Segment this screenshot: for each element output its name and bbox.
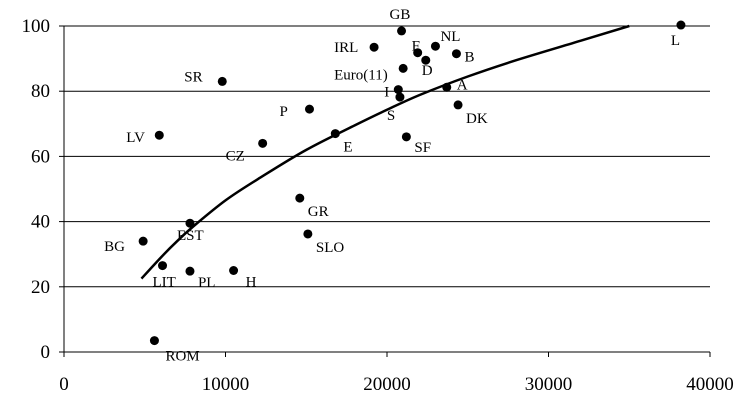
data-point-BG [138, 236, 148, 246]
x-tick-label: 20000 [363, 374, 411, 395]
point-label: SLO [316, 240, 345, 256]
point-label: LIT [153, 275, 176, 291]
data-point-SR [217, 76, 227, 86]
data-point-SF [401, 132, 411, 142]
data-points [138, 20, 686, 346]
point-label: S [387, 108, 395, 124]
y-tick-label: 80 [31, 81, 50, 102]
point-label: SR [184, 69, 202, 85]
point-label: SF [414, 140, 431, 156]
point-label: D [422, 63, 433, 79]
point-label: GB [390, 7, 411, 23]
x-tick-label: 0 [59, 374, 69, 395]
data-point-E [330, 129, 340, 139]
point-label: GR [308, 204, 329, 220]
x-tick-label: 40000 [686, 374, 734, 395]
x-tick-label: 10000 [202, 374, 250, 395]
point-label: PL [198, 275, 216, 291]
y-tick-labels: 0 20 40 60 80 100 [22, 16, 51, 363]
data-point-SLO [303, 229, 313, 239]
data-point-LV [154, 130, 164, 140]
y-tick-label: 0 [41, 342, 51, 363]
point-labels: L GB IRL F NLB Euro(11) D I A S DK SR P LV CZ E SF GR SLO E… [104, 7, 680, 365]
data-point-ROM [149, 336, 159, 346]
point-label: BG [104, 239, 125, 255]
data-point-GB [397, 26, 407, 36]
x-tick-label: 30000 [525, 374, 573, 395]
point-label: NL [440, 29, 460, 45]
y-tick-label: 100 [22, 16, 51, 37]
trendline-layer [140, 24, 630, 280]
point-label: L [671, 33, 680, 49]
data-point-NL [430, 41, 440, 51]
data-point-CZ [258, 138, 268, 148]
data-point-IRL [369, 42, 379, 52]
x-tick-labels: 0 10000 20000 30000 40000 [59, 374, 734, 395]
point-label: F [412, 39, 420, 55]
data-point-A [442, 82, 452, 92]
data-point-Euro(11) [398, 63, 408, 73]
gridlines [64, 25, 710, 288]
data-point-D [421, 55, 431, 65]
trendline-curve [140, 24, 630, 280]
point-label: EST [177, 228, 204, 244]
y-tick-label: 20 [31, 277, 50, 298]
point-label: LV [126, 130, 145, 146]
point-label: E [343, 140, 352, 156]
y-tick-label: 60 [31, 146, 50, 167]
point-label: B [464, 50, 474, 66]
point-label: CZ [226, 148, 245, 164]
point-label: IRL [334, 40, 358, 56]
point-label: Euro(11) [334, 67, 388, 83]
data-point-F [413, 48, 423, 58]
data-point-H [229, 266, 239, 275]
point-label: A [457, 77, 468, 93]
data-point-LIT [158, 261, 168, 271]
data-point-B [451, 49, 461, 59]
data-point-I [393, 85, 403, 95]
point-label: DK [466, 111, 488, 127]
point-label: H [246, 275, 257, 291]
data-point-EST [185, 218, 195, 228]
point-label: ROM [165, 349, 199, 365]
point-label: I [384, 85, 389, 101]
data-point-PL [185, 266, 195, 276]
axes [59, 25, 711, 357]
point-label: P [279, 104, 287, 120]
data-point-DK [453, 100, 463, 110]
data-point-L [676, 20, 686, 30]
data-point-P [304, 104, 314, 114]
y-tick-label: 40 [31, 212, 50, 233]
data-point-GR [295, 193, 305, 203]
data-point-S [395, 92, 405, 102]
